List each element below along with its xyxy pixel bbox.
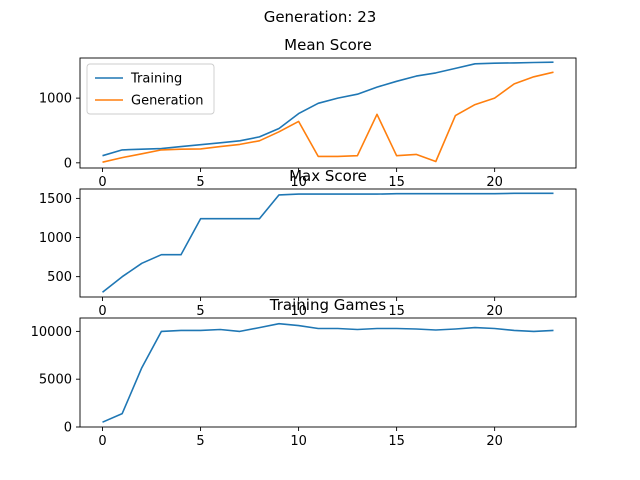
x-tick-label: 15: [388, 434, 405, 449]
x-tick-label: 10: [290, 175, 307, 190]
legend-entry-label: Training: [130, 72, 182, 87]
series-line-panel2: [102, 192, 554, 293]
y-tick-label: 1500: [39, 192, 72, 207]
y-tick-label: 0: [64, 421, 72, 436]
subplot-1: 0 5 10 15 20 0 1000 Mean Score Training Generatio…: [39, 36, 577, 190]
subplot-2: 0 5 10 15 20 500 1000 1500 Max Score: [39, 167, 577, 319]
x-tick-label: 15: [388, 304, 405, 319]
x-tick-label: 0: [98, 434, 106, 449]
y-tick-label: 10000: [31, 325, 72, 340]
x-tick-label: 5: [196, 304, 204, 319]
x-tick-label: 20: [486, 175, 503, 190]
y-tick-label: 1000: [39, 92, 72, 107]
axes-frame: [79, 57, 577, 169]
subplot-title: Mean Score: [284, 36, 372, 54]
y-tick-label: 5000: [39, 373, 72, 388]
series-line-training: [102, 61, 554, 157]
y-tick-label: 0: [64, 156, 72, 171]
series-line-generation: [102, 71, 554, 163]
x-tick-label: 0: [98, 304, 106, 319]
x-tick-label: 20: [486, 304, 503, 319]
x-tick-label: 10: [290, 434, 307, 449]
axes-frame: [79, 188, 577, 298]
legend-box: [86, 63, 215, 115]
x-tick-label: 5: [196, 434, 204, 449]
subplot-3: 0 5 10 15 20 0 5000 10000 Training Games: [31, 296, 577, 449]
x-tick-label: 0: [98, 175, 106, 190]
x-tick-label: 5: [196, 175, 204, 190]
x-tick-label: 20: [486, 434, 503, 449]
subplot-title: Training Games: [269, 296, 387, 314]
axes-frame: [79, 317, 577, 428]
x-tick-label: 15: [388, 175, 405, 190]
series-line-panel3: [102, 322, 554, 423]
figure-suptitle: Generation: 23: [264, 8, 377, 26]
subplot-title: Max Score: [289, 167, 367, 185]
y-tick-label: 500: [47, 270, 72, 285]
y-tick-label: 1000: [39, 231, 72, 246]
legend: Training Generation: [86, 63, 215, 115]
legend-entry-label: Generation: [131, 94, 204, 109]
x-tick-label: 10: [290, 304, 307, 319]
